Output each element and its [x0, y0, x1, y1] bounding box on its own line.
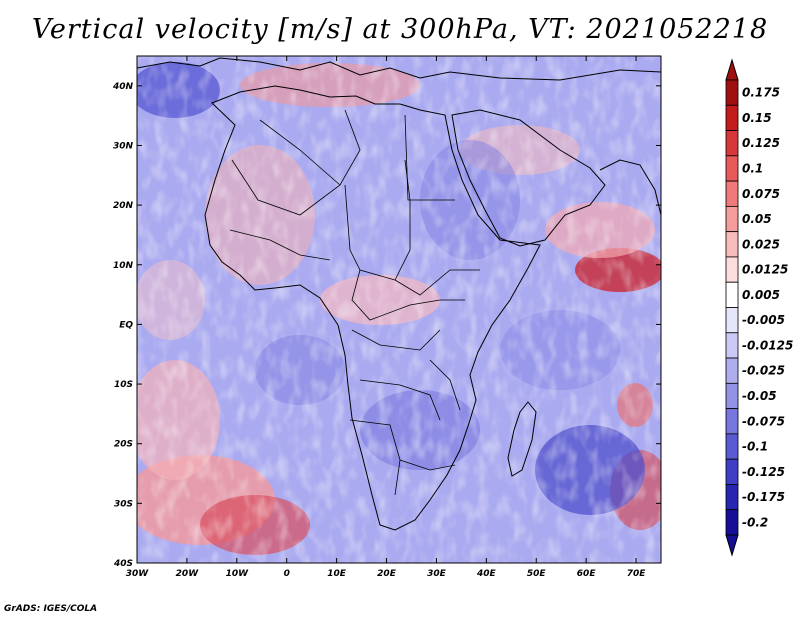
- y-tick-label: 10S: [114, 380, 133, 390]
- colorbar-swatch: [725, 433, 739, 460]
- colorbar-label: 0.175: [742, 86, 780, 100]
- colorbar-label: 0.075: [742, 187, 780, 201]
- y-tick-label: 30S: [114, 499, 133, 509]
- colorbar-label: -0.175: [742, 490, 785, 504]
- y-tick-label: 40S: [113, 559, 133, 569]
- colorbar-swatch: [725, 130, 739, 157]
- colorbar-swatch: [725, 180, 739, 207]
- x-tick-label: 30W: [126, 569, 150, 579]
- x-tick-label: 10W: [226, 569, 250, 579]
- africa-coastline: [204, 85, 541, 531]
- y-tick-label: 20S: [114, 440, 133, 450]
- colorbar-bottom-arrow: [725, 534, 739, 557]
- colorbar-swatch: [725, 332, 739, 359]
- colorbar-label: -0.075: [742, 414, 785, 428]
- colorbar-swatch: [725, 104, 739, 131]
- colorbar-label: 0.125: [742, 136, 780, 150]
- chart-title: Vertical velocity [m/s] at 300hPa, VT: 2…: [31, 14, 769, 45]
- colorbar-swatch: [725, 509, 739, 536]
- colorbar-swatch: [725, 155, 739, 182]
- colorbar: 0.175 0.15 0.125 0.1 0.075 0.05 0.025 0.0125 0.0…: [725, 58, 793, 557]
- x-tick-label: 70E: [627, 569, 647, 579]
- colorbar-swatch: [725, 307, 739, 334]
- colorbar-label: -0.0125: [742, 338, 793, 352]
- x-tick-label: 10E: [327, 569, 347, 579]
- asia-coastline: [599, 159, 661, 216]
- colorbar-label: 0.1: [742, 161, 763, 175]
- y-tick-label: 30N: [113, 141, 134, 151]
- x-tick-label: 0: [284, 569, 290, 579]
- coastlines: [137, 57, 661, 531]
- madagascar-coastline: [507, 401, 537, 477]
- colorbar-swatch: [725, 205, 739, 233]
- x-tick-label: 50E: [527, 569, 547, 579]
- colorbar-swatch: [725, 256, 739, 283]
- colorbar-swatch: [725, 79, 739, 106]
- x-tick-label: 60E: [577, 569, 597, 579]
- colorbar-label: -0.005: [742, 313, 785, 327]
- x-tick-label: 40E: [476, 569, 497, 579]
- colorbar-swatch: [725, 382, 739, 410]
- colorbar-top-arrow: [725, 58, 739, 81]
- colorbar-swatch: [725, 357, 739, 384]
- colorbar-label: 0.05: [742, 212, 772, 226]
- colorbar-label: 0.15: [742, 111, 772, 125]
- y-tick-label: 10N: [113, 261, 134, 271]
- colorbar-label: -0.125: [742, 465, 785, 479]
- colorbar-label: -0.025: [742, 364, 785, 378]
- europe-coastline: [137, 57, 661, 81]
- colorbar-swatch: [725, 408, 739, 435]
- x-tick-label: 20W: [176, 569, 200, 579]
- y-tick-label: 40N: [112, 82, 134, 92]
- axis-ticks: 30W 20W 10W 0 10E 20E 30E 40E 50E 60E 70E 40N 30N 20N…: [112, 56, 661, 579]
- x-tick-label: 30E: [427, 569, 447, 579]
- grads-credit: GrADS: IGES/COLA: [4, 604, 98, 614]
- colorbar-label: 0.025: [742, 237, 780, 251]
- colorbar-swatch: [725, 458, 739, 485]
- country-borders: [229, 109, 480, 496]
- plot-frame: [136, 55, 662, 564]
- y-tick-label: 20N: [113, 201, 134, 211]
- colorbar-label: -0.2: [742, 515, 768, 529]
- colorbar-swatch: [725, 484, 739, 511]
- colorbar-swatch: [725, 281, 739, 308]
- colorbar-label: -0.1: [742, 440, 768, 454]
- colorbar-label: -0.05: [742, 389, 777, 403]
- colorbar-label: 0.0125: [742, 263, 788, 277]
- y-tick-label: EQ: [119, 320, 133, 330]
- arabia-coastline: [451, 109, 606, 247]
- colorbar-label: 0.005: [742, 288, 780, 302]
- colorbar-swatch: [725, 231, 739, 258]
- x-tick-label: 20E: [377, 569, 397, 579]
